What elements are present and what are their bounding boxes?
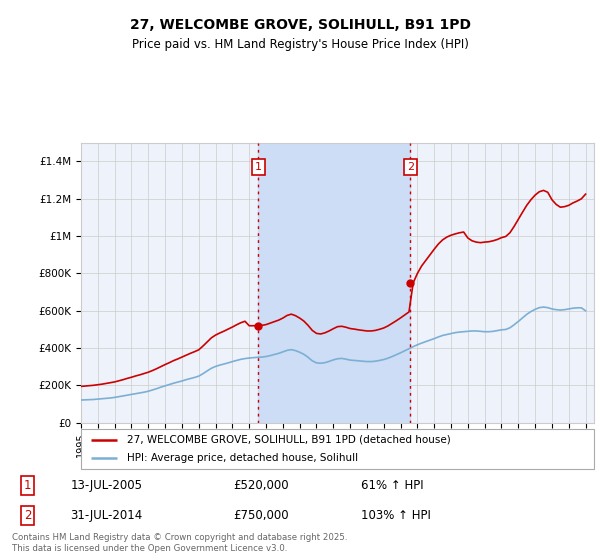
Text: 61% ↑ HPI: 61% ↑ HPI (361, 479, 424, 492)
Text: 13-JUL-2005: 13-JUL-2005 (70, 479, 142, 492)
Text: 27, WELCOMBE GROVE, SOLIHULL, B91 1PD: 27, WELCOMBE GROVE, SOLIHULL, B91 1PD (130, 18, 470, 32)
Bar (258, 143, 410, 423)
Text: 27, WELCOMBE GROVE, SOLIHULL, B91 1PD (detached house): 27, WELCOMBE GROVE, SOLIHULL, B91 1PD (d… (127, 435, 451, 445)
Text: 2: 2 (23, 508, 31, 522)
Text: 1: 1 (255, 162, 262, 172)
Text: 2: 2 (407, 162, 414, 172)
Text: £750,000: £750,000 (233, 508, 289, 522)
Text: Contains HM Land Registry data © Crown copyright and database right 2025.
This d: Contains HM Land Registry data © Crown c… (12, 533, 347, 553)
FancyBboxPatch shape (81, 429, 594, 469)
Text: 31-JUL-2014: 31-JUL-2014 (70, 508, 142, 522)
Text: 1: 1 (23, 479, 31, 492)
Text: Price paid vs. HM Land Registry's House Price Index (HPI): Price paid vs. HM Land Registry's House … (131, 38, 469, 52)
Text: HPI: Average price, detached house, Solihull: HPI: Average price, detached house, Soli… (127, 454, 358, 463)
Text: 103% ↑ HPI: 103% ↑ HPI (361, 508, 431, 522)
Text: £520,000: £520,000 (233, 479, 289, 492)
